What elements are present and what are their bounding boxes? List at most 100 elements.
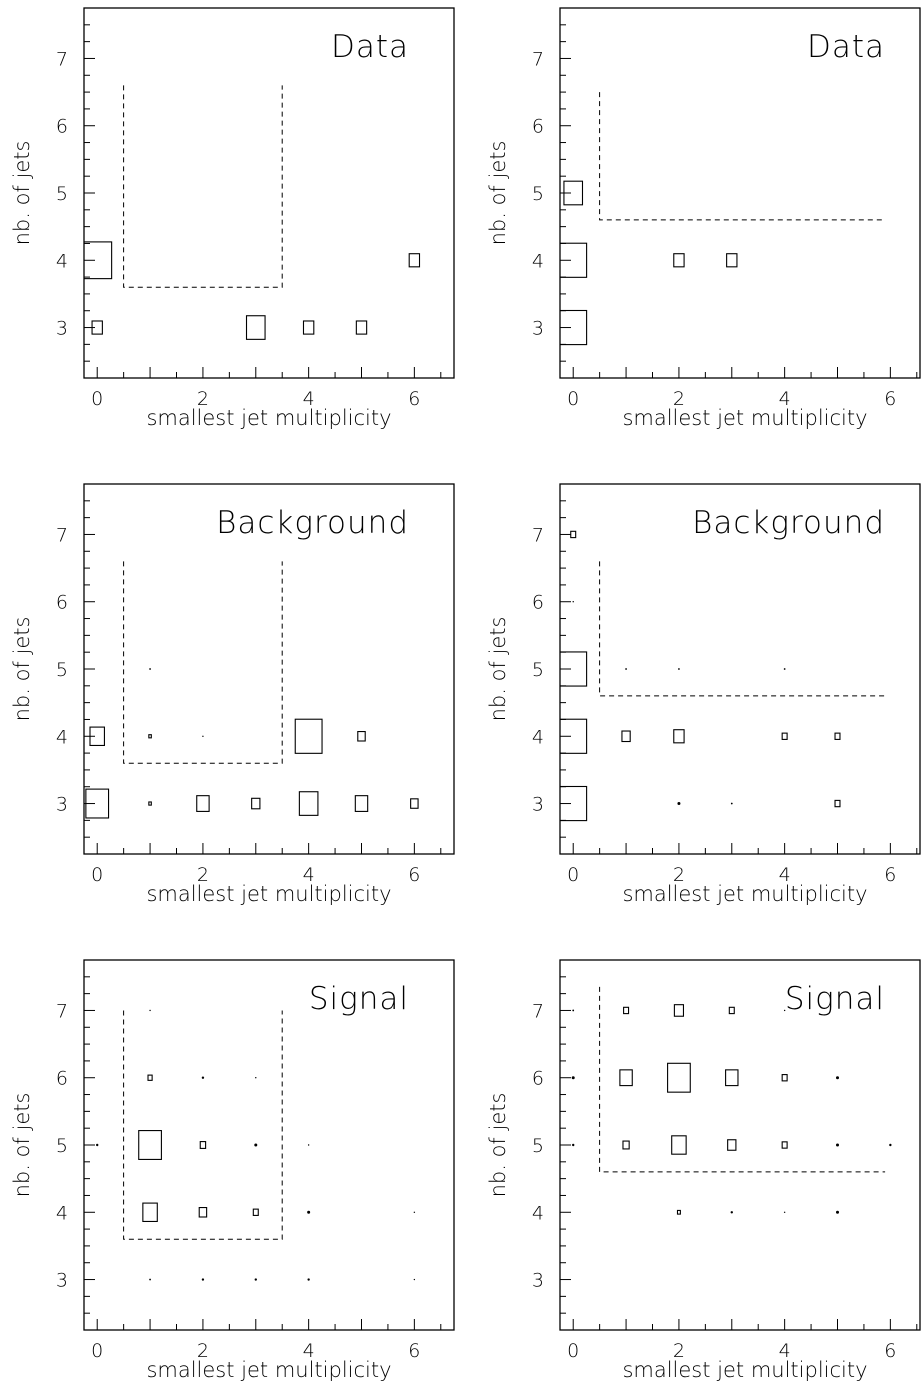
- y-axis-label: nb. of jets: [10, 141, 34, 246]
- panel-title: Signal: [309, 981, 409, 1017]
- box-point: [147, 1074, 153, 1081]
- y-tick-label: 3: [56, 318, 68, 340]
- x-axis-label: smallest jet multiplicity: [146, 406, 391, 430]
- y-tick-label: 4: [56, 726, 68, 748]
- x-tick-label: 2: [197, 388, 209, 410]
- y-tick-label: 7: [56, 524, 68, 546]
- y-tick-label: 5: [532, 183, 544, 205]
- box-point: [836, 1143, 839, 1147]
- box-point: [149, 1278, 151, 1281]
- box-point: [196, 795, 210, 812]
- y-tick-label: 4: [532, 726, 544, 748]
- box-point: [302, 320, 315, 335]
- x-tick-label: 2: [673, 1340, 685, 1362]
- x-tick-label: 0: [91, 388, 103, 410]
- box-point: [834, 732, 841, 740]
- x-tick-label: 0: [567, 388, 579, 410]
- chart-panel-6: 0 2 4 6 3 4 5 6 7 smallest jet multiplicity nb. of…: [486, 959, 921, 1382]
- x-tick-label: 0: [91, 1340, 103, 1362]
- box-point: [560, 718, 588, 754]
- x-tick-label: 4: [303, 1340, 315, 1362]
- x-tick-label: 6: [884, 388, 896, 410]
- box-point: [307, 1210, 311, 1214]
- box-point: [678, 668, 680, 670]
- data-layer: [96, 1009, 416, 1281]
- box-point: [889, 1143, 892, 1147]
- x-axis-label: smallest jet multiplicity: [146, 882, 391, 906]
- y-tick-label: 5: [56, 183, 68, 205]
- y-tick-label: 6: [56, 116, 68, 138]
- y-tick-label: 4: [532, 250, 544, 272]
- x-axis-label: smallest jet multiplicity: [622, 882, 867, 906]
- box-point: [572, 601, 574, 603]
- y-tick-label: 7: [532, 48, 544, 70]
- box-point: [783, 1009, 786, 1012]
- box-point: [834, 799, 841, 808]
- box-point: [783, 668, 786, 670]
- box-point: [254, 1143, 258, 1147]
- data-layer: [84, 85, 421, 340]
- box-point: [84, 241, 113, 280]
- y-axis-label: nb. of jets: [486, 1093, 510, 1198]
- x-tick-label: 2: [673, 864, 685, 886]
- x-tick-label: 6: [408, 864, 420, 886]
- box-point: [783, 1211, 786, 1213]
- box-point: [673, 253, 685, 268]
- box-point: [727, 1139, 737, 1151]
- y-tick-label: 3: [532, 794, 544, 816]
- box-point: [413, 1211, 416, 1213]
- panel-title: Signal: [785, 981, 885, 1017]
- box-point: [413, 1278, 416, 1281]
- box-point: [294, 718, 323, 754]
- cut-region-line: [123, 561, 283, 764]
- chart-panel-4: 0 2 4 6 3 4 5 6 7 smallest jet multiplicity nb. of…: [486, 483, 921, 906]
- box-point: [307, 1144, 310, 1146]
- x-tick-label: 2: [197, 864, 209, 886]
- box-point: [298, 791, 319, 816]
- y-tick-label: 7: [532, 524, 544, 546]
- box-point: [570, 530, 577, 539]
- box-point: [201, 1076, 205, 1079]
- x-tick-label: 6: [408, 388, 420, 410]
- data-layer: [560, 92, 886, 346]
- cut-region-line: [123, 1010, 283, 1240]
- y-tick-label: 5: [56, 1135, 68, 1157]
- box-point: [560, 651, 588, 687]
- panel-title: Data: [807, 29, 885, 65]
- y-tick-label: 7: [56, 1000, 68, 1022]
- x-tick-label: 0: [91, 864, 103, 886]
- x-tick-label: 4: [303, 388, 315, 410]
- box-point: [199, 1141, 207, 1149]
- y-tick-label: 5: [56, 659, 68, 681]
- y-tick-label: 3: [56, 794, 68, 816]
- box-point: [254, 1278, 257, 1281]
- box-point: [673, 729, 685, 744]
- x-tick-label: 6: [408, 1340, 420, 1362]
- box-point: [138, 1130, 162, 1160]
- box-point: [572, 1009, 575, 1012]
- cut-region-line: [123, 85, 283, 288]
- box-point: [725, 1069, 739, 1087]
- box-point: [307, 1278, 310, 1281]
- data-layer: [560, 530, 886, 822]
- y-axis-label: nb. of jets: [486, 141, 510, 246]
- box-point: [201, 1278, 205, 1281]
- box-point: [730, 1211, 733, 1214]
- y-tick-label: 6: [56, 1068, 68, 1090]
- box-point: [781, 1074, 788, 1082]
- box-point: [781, 732, 788, 740]
- box-point: [148, 734, 152, 739]
- y-tick-label: 3: [532, 1270, 544, 1292]
- box-point: [251, 797, 261, 810]
- x-axis-label: smallest jet multiplicity: [146, 1358, 391, 1382]
- box-point: [623, 1006, 630, 1015]
- box-point: [91, 320, 103, 335]
- box-point: [410, 798, 419, 809]
- box-point: [571, 1076, 575, 1080]
- x-tick-label: 2: [197, 1340, 209, 1362]
- cut-region-line: [599, 986, 886, 1173]
- box-point: [148, 801, 152, 806]
- x-tick-label: 4: [779, 388, 791, 410]
- y-axis-label: nb. of jets: [10, 617, 34, 722]
